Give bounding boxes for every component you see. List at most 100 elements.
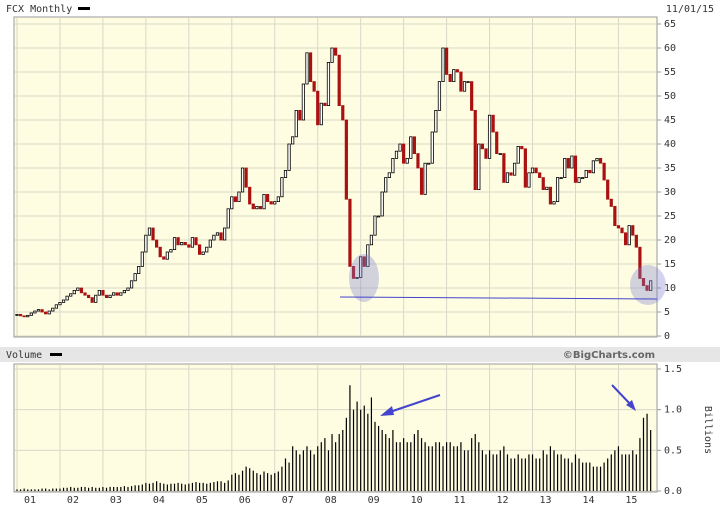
y-tick-label: 25 <box>664 211 676 222</box>
candle <box>169 249 173 253</box>
candle <box>262 193 266 210</box>
candle <box>591 160 595 174</box>
candle <box>51 307 55 312</box>
x-tick-label: 13 <box>539 495 551 506</box>
x-tick-label: 10 <box>411 495 423 506</box>
candle <box>430 131 434 164</box>
candle <box>534 167 538 174</box>
volume-bar <box>363 405 365 491</box>
volume-bar <box>98 487 100 491</box>
y-tick-label: 10 <box>664 283 676 294</box>
volume-bar <box>166 484 168 491</box>
volume-bar <box>173 483 176 491</box>
volume-bar <box>377 425 380 491</box>
volume-bar <box>267 473 269 491</box>
candle <box>409 136 413 159</box>
volume-bar <box>113 486 115 491</box>
x-tick-label: 08 <box>325 495 337 506</box>
annotations <box>339 254 666 416</box>
candle <box>244 167 248 188</box>
volume-bar <box>499 450 501 491</box>
candle <box>72 289 76 295</box>
volume-bar <box>549 446 552 491</box>
grid-layer: 01 02 03 04 05 06 07 08 09 10 11 12 13 14 150510152025… <box>15 18 682 506</box>
candle <box>487 114 492 159</box>
volume-bar <box>556 454 559 491</box>
volume-bar <box>460 442 462 491</box>
volume-bar <box>177 482 179 491</box>
volume-bar <box>635 454 637 491</box>
volume-bar <box>209 482 211 491</box>
candle <box>498 153 502 156</box>
volume-bar <box>571 462 573 491</box>
arrow <box>383 394 441 415</box>
volume-bar <box>607 458 609 491</box>
y-tick-label: 0.0 <box>664 486 682 497</box>
candle <box>22 315 26 318</box>
volume-bar <box>614 450 616 491</box>
volume-bar <box>62 487 65 491</box>
volume-bar <box>599 466 602 491</box>
candle <box>201 251 205 255</box>
volume-bar <box>506 454 509 491</box>
title-marker <box>78 7 90 10</box>
volume-bar <box>574 454 577 491</box>
chart-title: FCX Monthly <box>6 4 72 15</box>
volume-bar <box>449 442 451 491</box>
volume-bar <box>463 450 466 491</box>
candle <box>312 81 316 92</box>
volume-bar <box>274 473 276 491</box>
candle <box>29 312 33 316</box>
candle <box>237 191 241 202</box>
candle <box>133 273 137 282</box>
candle <box>104 294 109 299</box>
candle <box>398 143 402 152</box>
date-label: 11/01/15 <box>666 4 714 15</box>
candle <box>366 244 370 267</box>
y-tick-label: 5 <box>664 307 670 318</box>
candle <box>326 62 331 107</box>
volume-bar <box>625 454 627 491</box>
volume-bar <box>582 462 584 491</box>
volume-bar <box>213 482 215 491</box>
candle <box>513 162 517 176</box>
candle <box>620 227 624 234</box>
volume-bar <box>642 417 645 491</box>
volume-bar <box>388 438 390 491</box>
candle <box>480 143 485 150</box>
candle <box>609 198 613 207</box>
volume-bar <box>77 487 79 491</box>
volume-bar <box>603 462 605 491</box>
volume-bar <box>245 466 247 491</box>
y-tick-label: 0.5 <box>664 445 682 456</box>
candle <box>616 225 621 229</box>
volume-bar <box>234 473 236 491</box>
volume-bar <box>435 442 437 491</box>
volume-bar <box>148 483 151 491</box>
candle <box>631 225 635 236</box>
volume-marker <box>50 353 62 356</box>
volume-bar <box>345 417 347 491</box>
candle <box>359 256 363 278</box>
candle <box>405 157 409 164</box>
y-tick-label: 30 <box>664 187 676 198</box>
candle <box>577 177 581 183</box>
candle <box>581 177 585 180</box>
candle <box>330 47 334 63</box>
volume-bar <box>259 474 262 491</box>
candle <box>269 201 273 205</box>
candle <box>137 265 141 274</box>
volume-bar <box>16 489 18 491</box>
candle <box>101 289 105 296</box>
candle <box>47 310 51 315</box>
candle <box>90 297 94 303</box>
candle <box>462 81 467 92</box>
volume-bar <box>45 488 47 491</box>
candle <box>376 215 381 218</box>
volume-bar <box>277 471 279 491</box>
candle <box>208 239 212 248</box>
candle <box>516 145 520 164</box>
volume-bar <box>632 450 634 491</box>
volume-bar <box>37 489 40 491</box>
